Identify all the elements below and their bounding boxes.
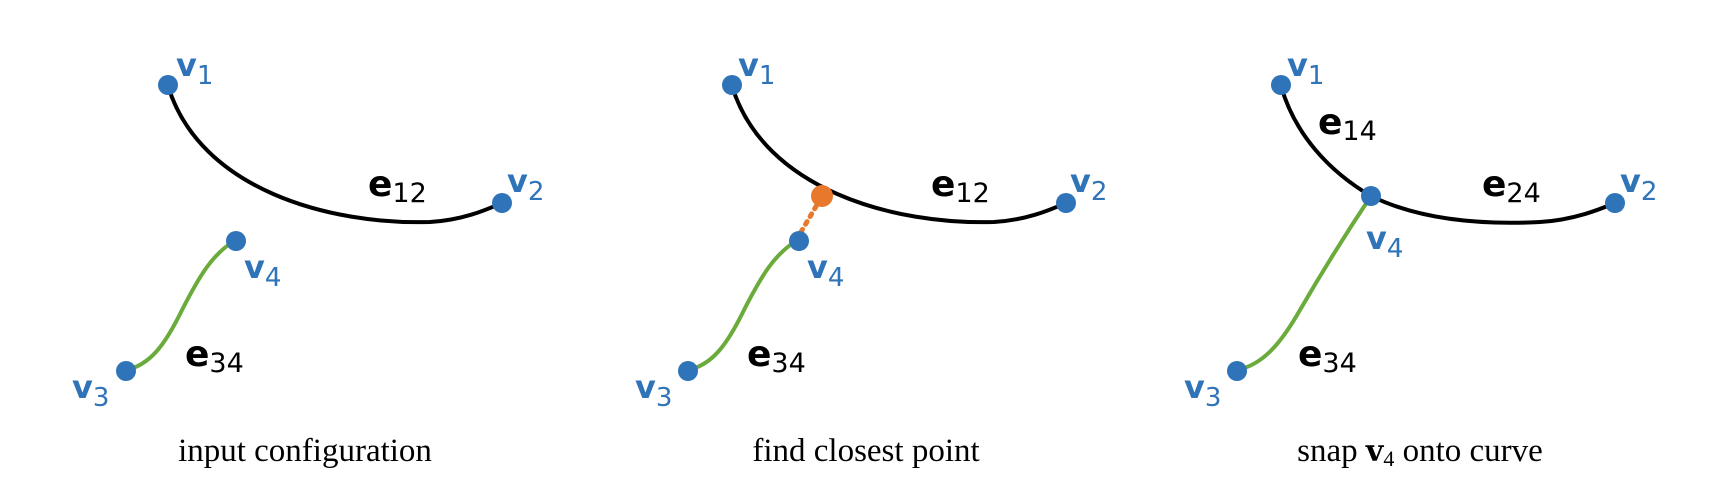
vertex-label-base: v — [1070, 162, 1091, 200]
vertex-label-sub: 2 — [1091, 177, 1108, 207]
edge-label-sub: 14 — [1342, 116, 1376, 147]
caption-post: onto curve — [1394, 433, 1542, 469]
caption-input-configuration: input configuration — [178, 433, 432, 469]
edge-label-base: e — [1482, 164, 1506, 205]
panel-input-configuration: v1 v2 v3 v4 e12 e34 input configuration — [72, 46, 544, 469]
edge-label-base: e — [747, 334, 771, 375]
edge-label-e12: e12 — [931, 164, 990, 209]
edge-label-e12: e12 — [368, 164, 427, 209]
vertex-v1 — [722, 75, 742, 95]
vertex-v1 — [1271, 75, 1291, 95]
vertex-v1 — [158, 75, 178, 95]
edge-e12-curve — [730, 84, 1068, 225]
vertex-label-v1: v1 — [738, 46, 775, 91]
vertex-label-sub: 3 — [93, 383, 110, 413]
vertex-v2 — [1056, 193, 1076, 213]
vertex-label-v3: v3 — [635, 368, 672, 413]
edge-label-base: e — [1298, 334, 1322, 375]
vertex-label-base: v — [72, 368, 93, 406]
closest-point-connector — [798, 200, 821, 235]
vertex-label-sub: 4 — [1387, 234, 1404, 264]
edge-e34-curve — [1235, 194, 1373, 372]
edge-label-base: e — [185, 334, 209, 375]
closest-point — [811, 185, 833, 207]
caption-snap-onto-curve: snap v4 onto curve — [1297, 433, 1543, 471]
edge-label-sub: 34 — [1322, 348, 1356, 379]
vertex-v4 — [789, 231, 809, 251]
edge-label-base: e — [931, 164, 955, 205]
caption-pre: snap — [1297, 433, 1366, 469]
vertex-label-v2: v2 — [1070, 162, 1107, 207]
vertex-label-base: v — [1287, 46, 1308, 84]
vertex-v4 — [1361, 186, 1381, 206]
caption-find-closest-point: find closest point — [752, 433, 979, 469]
vertex-label-sub: 4 — [265, 263, 282, 293]
edge-e34-curve — [686, 239, 798, 372]
vertex-label-v3: v3 — [1184, 368, 1221, 413]
vertex-label-sub: 1 — [1308, 61, 1325, 91]
edge-label-sub: 12 — [392, 178, 426, 209]
vertex-label-base: v — [807, 248, 828, 286]
vertex-label-sub: 1 — [197, 61, 214, 91]
vertex-label-sub: 2 — [528, 177, 545, 207]
vertex-label-v4: v4 — [1366, 219, 1403, 264]
vertex-v3 — [678, 361, 698, 381]
panel-snap-onto-curve: v1 v2 v3 v4 e14 e24 e34 snap v4 onto cur… — [1184, 46, 1657, 471]
vertex-label-sub: 2 — [1641, 177, 1658, 207]
edge-label-sub: 34 — [771, 348, 805, 379]
edge-label-e34: e34 — [1298, 334, 1357, 379]
edge-label-e34: e34 — [185, 334, 244, 379]
vertex-label-sub: 3 — [656, 383, 673, 413]
vertex-label-base: v — [176, 46, 197, 84]
vertex-v3 — [116, 361, 136, 381]
edge-label-sub: 12 — [955, 178, 989, 209]
vertex-label-sub: 1 — [759, 61, 776, 91]
vertex-label-base: v — [1366, 219, 1387, 257]
vertex-label-v2: v2 — [1620, 162, 1657, 207]
vertex-label-base: v — [635, 368, 656, 406]
edge-label-e24: e24 — [1482, 164, 1541, 209]
edge-e12-curve — [166, 84, 504, 225]
edge-label-base: e — [1318, 102, 1342, 143]
caption-vertex-symbol: v — [1365, 434, 1385, 469]
edge-label-sub: 34 — [209, 348, 243, 379]
edge-e24-curve — [1369, 194, 1617, 225]
edge-label-sub: 24 — [1506, 178, 1540, 209]
vertex-v4 — [226, 231, 246, 251]
edge-label-e34: e34 — [747, 334, 806, 379]
vertex-label-base: v — [738, 46, 759, 84]
vertex-label-v2: v2 — [507, 162, 544, 207]
edge-e34-curve — [124, 239, 236, 372]
vertex-label-base: v — [1620, 162, 1641, 200]
edge-label-base: e — [368, 164, 392, 205]
vertex-label-v3: v3 — [72, 368, 109, 413]
vertex-label-sub: 4 — [828, 263, 845, 293]
vertex-label-base: v — [244, 248, 265, 286]
vertex-label-base: v — [1184, 368, 1205, 406]
vertex-label-v4: v4 — [244, 248, 281, 293]
edge-label-e14: e14 — [1318, 102, 1377, 147]
vertex-label-base: v — [507, 162, 528, 200]
edge-e14-curve — [1279, 84, 1373, 198]
caption-vertex-sub: 4 — [1383, 446, 1394, 471]
vertex-v3 — [1227, 361, 1247, 381]
vertex-v2 — [492, 193, 512, 213]
panel-find-closest-point: v1 v2 v3 v4 e12 e34 find closest point — [635, 46, 1107, 469]
vertex-label-sub: 3 — [1205, 383, 1222, 413]
vertex-label-v1: v1 — [176, 46, 213, 91]
vertex-label-v4: v4 — [807, 248, 844, 293]
vertex-v2 — [1605, 193, 1625, 213]
vertex-label-v1: v1 — [1287, 46, 1324, 91]
